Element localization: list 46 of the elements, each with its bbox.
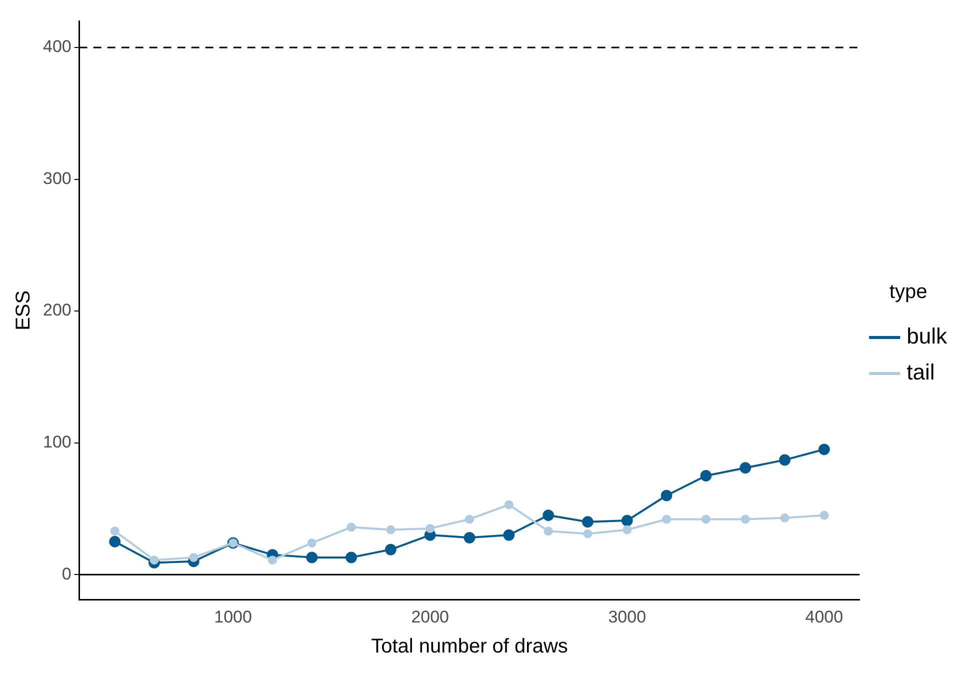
point [542,510,554,521]
y-axis-title: ESS [12,290,35,330]
legend-label: bulk [906,324,948,349]
point [622,525,632,534]
point [306,552,318,564]
point [662,514,672,524]
point [109,536,121,548]
x-tick-label: 3000 [608,607,646,626]
point [780,513,790,522]
legend-label: tail [906,360,935,385]
y-tick-label: 0 [62,564,72,584]
point [818,444,830,456]
point [307,538,316,548]
point [621,514,633,526]
y-tick-label: 300 [42,168,72,188]
y-tick-label: 100 [42,432,72,452]
point [583,529,592,538]
point [820,510,829,520]
legend-title: type [889,281,928,304]
point [660,490,672,502]
x-tick-label: 2000 [411,607,450,626]
point [189,552,198,562]
point [426,524,435,533]
point [503,529,515,541]
point [740,462,752,474]
point [582,516,594,528]
point [465,514,474,524]
x-tick-label: 4000 [805,607,844,626]
point [701,514,710,524]
point [346,522,356,532]
x-tick-label: 1000 [214,607,252,626]
point [464,532,476,544]
point [779,454,790,466]
point [384,544,396,556]
point [268,556,277,565]
point [386,525,396,534]
y-tick-label: 200 [42,300,72,320]
y-tick-label: 400 [42,37,72,56]
point [504,500,514,510]
point [740,514,750,524]
point [700,470,712,482]
point [110,526,120,536]
point [544,526,553,536]
x-axis-title: Total number of draws [371,636,568,658]
point [150,556,159,565]
point [346,552,357,564]
